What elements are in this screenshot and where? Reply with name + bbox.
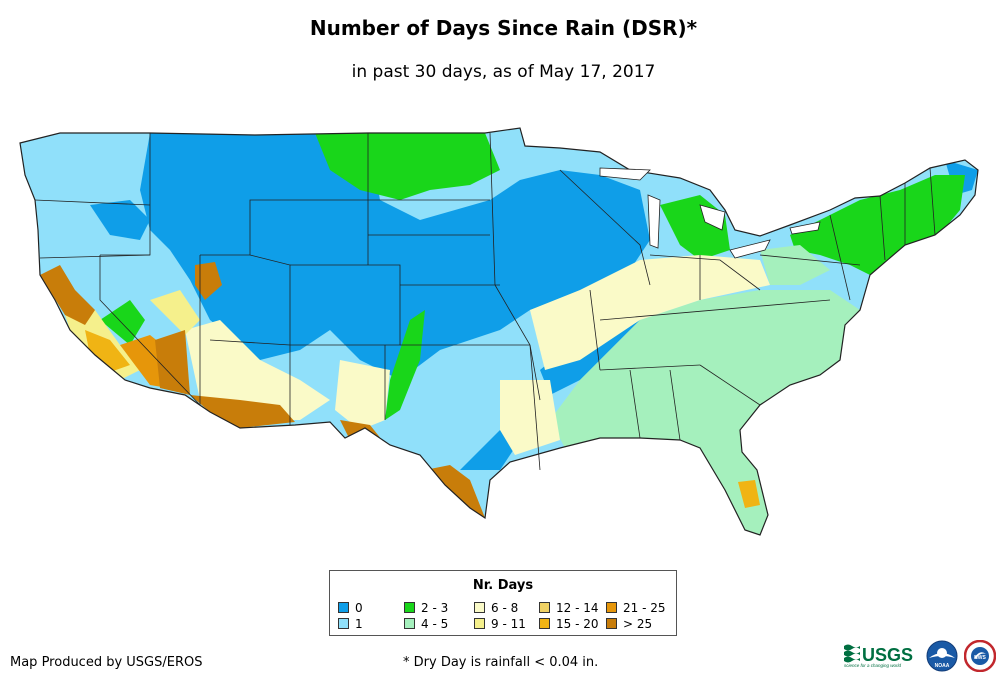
legend-swatch (338, 602, 349, 613)
legend-label: 0 (355, 601, 363, 615)
svg-text:USGS: USGS (862, 645, 913, 665)
legend-title: Nr. Days (472, 578, 534, 593)
usgs-logo-icon: USGS science for a changing world (844, 644, 913, 668)
legend-swatch (606, 602, 617, 613)
legend-swatch (404, 602, 415, 613)
legend-swatch (539, 618, 550, 629)
svg-text:science for a changing world: science for a changing world (844, 663, 902, 668)
legend-label: 21 - 25 (623, 601, 666, 615)
map-credit: Map Produced by USGS/EROS (10, 655, 203, 670)
dsr-raster (20, 128, 978, 535)
svg-text:NWS: NWS (974, 655, 986, 661)
legend-swatch (474, 602, 485, 613)
legend-label: 2 - 3 (421, 601, 449, 615)
map-legend: Nr. Days 0 1 2 - 3 4 - 5 6 - 8 9 - 11 12… (329, 570, 677, 636)
map-subtitle: in past 30 days, as of May 17, 2017 (351, 62, 656, 82)
legend-swatch (606, 618, 617, 629)
legend-swatch (338, 618, 349, 629)
legend-label: 6 - 8 (491, 601, 519, 615)
legend-swatch (474, 618, 485, 629)
svg-text:NOAA: NOAA (935, 663, 950, 669)
state-boundaries (34, 132, 936, 471)
legend-label: 15 - 20 (556, 617, 599, 631)
legend-label: > 25 (623, 617, 653, 631)
noaa-logo-icon: NOAA (926, 640, 958, 672)
legend-label: 12 - 14 (556, 601, 599, 615)
legend-label: 4 - 5 (421, 617, 449, 631)
legend-swatch (404, 618, 415, 629)
great-lakes (599, 167, 821, 259)
map-title: Number of Days Since Rain (DSR)* (309, 16, 698, 40)
legend-swatch (539, 602, 550, 613)
dry-day-footnote: * Dry Day is rainfall < 0.04 in. (403, 655, 599, 670)
legend-label: 9 - 11 (491, 617, 526, 631)
legend-label: 1 (355, 617, 363, 631)
nws-logo-icon: NWS (964, 640, 996, 672)
